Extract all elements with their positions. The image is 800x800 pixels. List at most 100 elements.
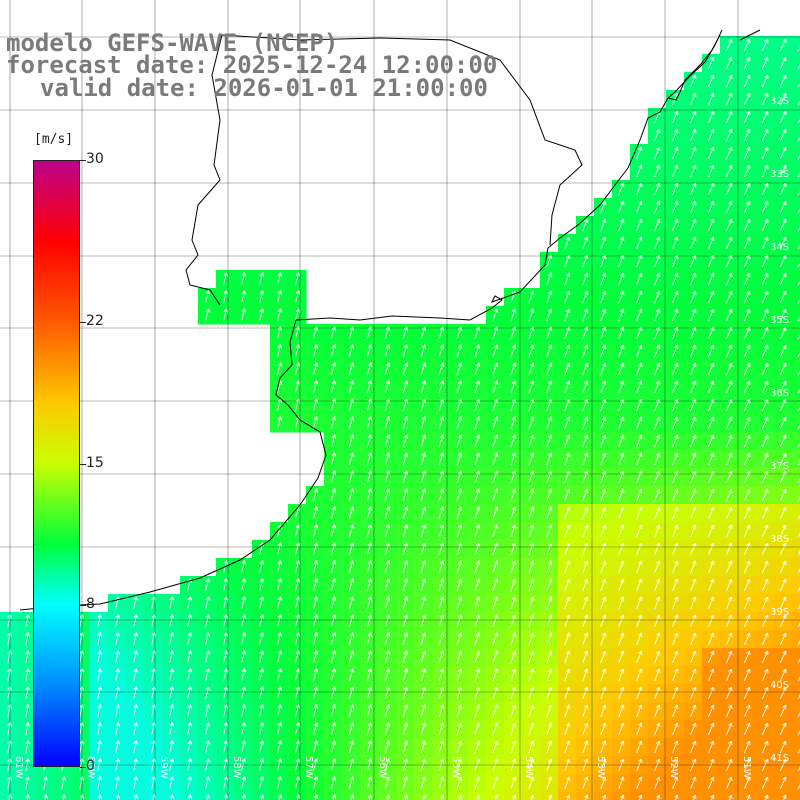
wind-arrow <box>367 794 373 800</box>
wind-arrow <box>582 434 589 448</box>
wind-arrow <box>672 686 679 700</box>
wind-arrow <box>384 596 391 610</box>
wind-arrow <box>474 776 481 790</box>
wind-arrow <box>743 668 751 682</box>
wind-arrow <box>582 542 589 556</box>
wind-arrow <box>779 704 787 718</box>
wind-cell <box>720 792 739 800</box>
wind-arrow <box>277 794 283 800</box>
wind-arrow <box>528 578 535 592</box>
wind-arrow <box>600 632 607 646</box>
wind-arrow <box>582 740 589 754</box>
wind-arrow <box>600 596 607 610</box>
wind-arrow <box>187 596 193 610</box>
wind-arrow <box>258 308 265 322</box>
wind-arrow <box>690 470 697 484</box>
wind-arrow <box>402 434 409 448</box>
wind-arrow <box>618 686 625 700</box>
wind-arrow <box>348 344 355 358</box>
wind-arrow <box>582 380 589 394</box>
wind-arrow <box>348 686 355 700</box>
wind-arrow <box>25 632 30 646</box>
wind-arrow <box>222 290 229 304</box>
wind-arrow <box>690 578 697 592</box>
wind-arrow <box>708 200 715 214</box>
wind-arrow <box>546 740 553 754</box>
wind-arrow <box>474 488 481 502</box>
wind-arrow <box>330 686 337 700</box>
wind-arrow <box>690 632 697 646</box>
wind-cell <box>792 54 800 73</box>
wind-arrow <box>133 668 138 682</box>
wind-arrow <box>312 524 319 538</box>
wind-arrow <box>779 740 787 754</box>
wind-arrow <box>366 524 373 538</box>
wind-arrow <box>564 506 571 520</box>
wind-arrow <box>97 704 102 718</box>
wind-arrow <box>528 560 535 574</box>
wind-arrow <box>672 632 679 646</box>
wind-arrow <box>600 776 607 790</box>
wind-arrow <box>582 344 589 358</box>
wind-arrow <box>726 542 733 556</box>
wind-arrow <box>546 344 553 358</box>
colorbar-tick-mark <box>80 767 86 768</box>
wind-arrow <box>636 776 643 790</box>
wind-arrow <box>672 452 679 466</box>
wind-arrow <box>726 506 733 520</box>
wind-arrow <box>204 740 211 754</box>
wind-arrow <box>169 740 174 754</box>
wind-arrow <box>636 236 643 250</box>
wind-speed-field <box>0 36 800 800</box>
wind-arrow <box>743 182 751 196</box>
wind-arrow <box>546 488 553 502</box>
wind-arrow <box>25 686 30 700</box>
wind-arrow <box>330 632 337 646</box>
wind-arrow <box>169 650 174 664</box>
wind-arrow <box>618 614 625 628</box>
lon-label: 58W <box>231 756 242 779</box>
wind-arrow <box>312 596 319 610</box>
wind-cell <box>792 288 800 307</box>
wind-arrow <box>528 488 535 502</box>
wind-arrow <box>402 578 409 592</box>
wind-cell <box>792 522 800 541</box>
wind-arrow <box>708 578 715 592</box>
wind-arrow <box>797 298 800 304</box>
wind-arrow <box>384 632 391 646</box>
wind-arrow <box>385 794 391 800</box>
wind-arrow <box>672 614 679 628</box>
wind-arrow <box>546 686 553 700</box>
lat-label: 39S <box>770 607 789 618</box>
wind-arrow <box>726 380 733 394</box>
wind-arrow <box>726 722 733 736</box>
wind-arrow <box>761 578 769 592</box>
wind-arrow <box>420 668 427 682</box>
wind-arrow <box>761 308 769 322</box>
wind-arrow <box>492 560 499 574</box>
wind-arrow <box>330 704 337 718</box>
wind-arrow <box>456 668 463 682</box>
wind-arrow <box>672 164 679 178</box>
wind-arrow <box>797 532 800 538</box>
wind-arrow <box>797 514 800 520</box>
wind-arrow <box>330 578 337 592</box>
wind-arrow <box>797 604 800 610</box>
wind-arrow <box>743 164 751 178</box>
wind-arrow <box>366 434 373 448</box>
wind-arrow <box>743 704 751 718</box>
wind-arrow <box>492 488 499 502</box>
wind-arrow <box>797 172 800 178</box>
wind-arrow <box>672 506 679 520</box>
wind-arrow <box>240 272 247 286</box>
wind-arrow <box>133 650 138 664</box>
wind-arrow <box>384 542 391 556</box>
wind-arrow <box>420 632 427 646</box>
wind-arrow <box>421 794 427 800</box>
wind-arrow <box>743 434 751 448</box>
wind-arrow <box>366 686 373 700</box>
wind-arrow <box>708 596 715 610</box>
wind-arrow <box>25 704 30 718</box>
wind-cell <box>792 90 800 109</box>
